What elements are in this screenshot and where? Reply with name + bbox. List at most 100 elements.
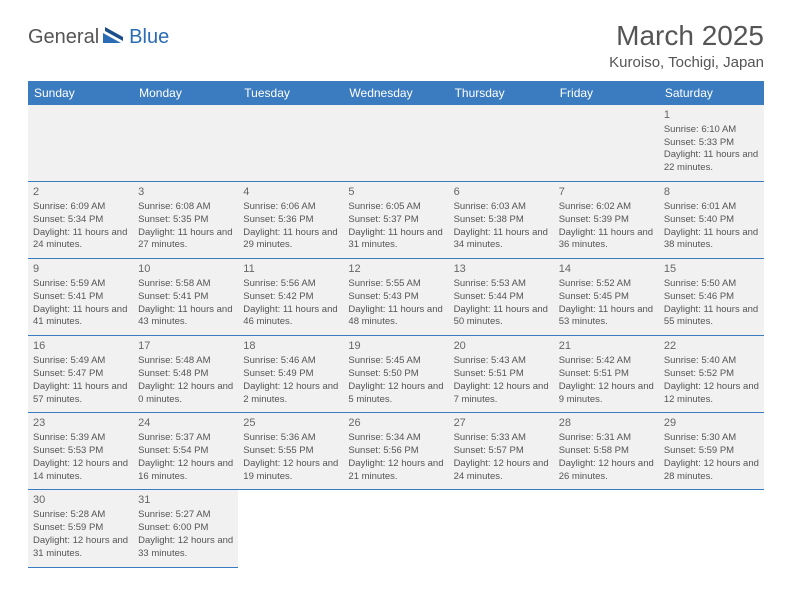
calendar-day-cell: 5Sunrise: 6:05 AMSunset: 5:37 PMDaylight… <box>343 182 448 259</box>
calendar-week-row: 23Sunrise: 5:39 AMSunset: 5:53 PMDayligh… <box>28 413 764 490</box>
sunrise-text: Sunrise: 6:02 AM <box>559 201 654 214</box>
weekday-header: Thursday <box>449 81 554 105</box>
logo-text-dark: General <box>28 26 99 49</box>
calendar-blank-cell <box>133 105 238 182</box>
daylight-text: Daylight: 11 hours and 43 minutes. <box>138 304 233 330</box>
day-number: 19 <box>348 339 443 354</box>
daylight-text: Daylight: 12 hours and 0 minutes. <box>138 381 233 407</box>
calendar-day-cell: 13Sunrise: 5:53 AMSunset: 5:44 PMDayligh… <box>449 259 554 336</box>
calendar-day-cell: 25Sunrise: 5:36 AMSunset: 5:55 PMDayligh… <box>238 413 343 490</box>
sunrise-text: Sunrise: 5:53 AM <box>454 278 549 291</box>
day-number: 28 <box>559 416 654 431</box>
calendar-day-cell: 11Sunrise: 5:56 AMSunset: 5:42 PMDayligh… <box>238 259 343 336</box>
calendar-day-cell: 12Sunrise: 5:55 AMSunset: 5:43 PMDayligh… <box>343 259 448 336</box>
day-number: 2 <box>33 185 128 200</box>
calendar-day-cell: 23Sunrise: 5:39 AMSunset: 5:53 PMDayligh… <box>28 413 133 490</box>
calendar-week-row: 30Sunrise: 5:28 AMSunset: 5:59 PMDayligh… <box>28 490 764 567</box>
day-number: 4 <box>243 185 338 200</box>
calendar-day-cell: 27Sunrise: 5:33 AMSunset: 5:57 PMDayligh… <box>449 413 554 490</box>
daylight-text: Daylight: 12 hours and 16 minutes. <box>138 458 233 484</box>
sunset-text: Sunset: 5:41 PM <box>138 291 233 304</box>
weekday-header: Sunday <box>28 81 133 105</box>
calendar-day-cell: 9Sunrise: 5:59 AMSunset: 5:41 PMDaylight… <box>28 259 133 336</box>
sunrise-text: Sunrise: 5:31 AM <box>559 432 654 445</box>
calendar-day-cell: 2Sunrise: 6:09 AMSunset: 5:34 PMDaylight… <box>28 182 133 259</box>
sunrise-text: Sunrise: 5:30 AM <box>664 432 759 445</box>
day-number: 18 <box>243 339 338 354</box>
daylight-text: Daylight: 12 hours and 31 minutes. <box>33 535 128 561</box>
daylight-text: Daylight: 11 hours and 57 minutes. <box>33 381 128 407</box>
daylight-text: Daylight: 12 hours and 33 minutes. <box>138 535 233 561</box>
logo-flag-icon <box>103 27 127 45</box>
day-number: 1 <box>664 108 759 123</box>
day-number: 16 <box>33 339 128 354</box>
calendar-blank-cell <box>238 105 343 182</box>
sunrise-text: Sunrise: 6:10 AM <box>664 124 759 137</box>
weekday-header-row: SundayMondayTuesdayWednesdayThursdayFrid… <box>28 81 764 105</box>
sunrise-text: Sunrise: 5:46 AM <box>243 355 338 368</box>
sunset-text: Sunset: 5:50 PM <box>348 368 443 381</box>
sunset-text: Sunset: 5:34 PM <box>33 214 128 227</box>
day-number: 14 <box>559 262 654 277</box>
day-number: 8 <box>664 185 759 200</box>
calendar-day-cell: 10Sunrise: 5:58 AMSunset: 5:41 PMDayligh… <box>133 259 238 336</box>
day-number: 23 <box>33 416 128 431</box>
daylight-text: Daylight: 11 hours and 50 minutes. <box>454 304 549 330</box>
sunset-text: Sunset: 5:58 PM <box>559 445 654 458</box>
calendar-blank-cell <box>343 490 448 567</box>
weekday-header: Friday <box>554 81 659 105</box>
daylight-text: Daylight: 11 hours and 46 minutes. <box>243 304 338 330</box>
day-number: 21 <box>559 339 654 354</box>
day-number: 29 <box>664 416 759 431</box>
sunrise-text: Sunrise: 5:58 AM <box>138 278 233 291</box>
calendar-day-cell: 4Sunrise: 6:06 AMSunset: 5:36 PMDaylight… <box>238 182 343 259</box>
daylight-text: Daylight: 11 hours and 41 minutes. <box>33 304 128 330</box>
daylight-text: Daylight: 11 hours and 53 minutes. <box>559 304 654 330</box>
logo: General Blue <box>28 26 169 49</box>
daylight-text: Daylight: 12 hours and 2 minutes. <box>243 381 338 407</box>
calendar-day-cell: 26Sunrise: 5:34 AMSunset: 5:56 PMDayligh… <box>343 413 448 490</box>
sunrise-text: Sunrise: 5:55 AM <box>348 278 443 291</box>
sunset-text: Sunset: 6:00 PM <box>138 522 233 535</box>
sunset-text: Sunset: 5:37 PM <box>348 214 443 227</box>
calendar-day-cell: 3Sunrise: 6:08 AMSunset: 5:35 PMDaylight… <box>133 182 238 259</box>
calendar-week-row: 16Sunrise: 5:49 AMSunset: 5:47 PMDayligh… <box>28 336 764 413</box>
calendar-day-cell: 14Sunrise: 5:52 AMSunset: 5:45 PMDayligh… <box>554 259 659 336</box>
day-number: 9 <box>33 262 128 277</box>
sunrise-text: Sunrise: 5:52 AM <box>559 278 654 291</box>
location-text: Kuroiso, Tochigi, Japan <box>609 54 764 71</box>
sunrise-text: Sunrise: 5:27 AM <box>138 509 233 522</box>
calendar-day-cell: 31Sunrise: 5:27 AMSunset: 6:00 PMDayligh… <box>133 490 238 567</box>
daylight-text: Daylight: 12 hours and 28 minutes. <box>664 458 759 484</box>
daylight-text: Daylight: 11 hours and 36 minutes. <box>559 227 654 253</box>
day-number: 20 <box>454 339 549 354</box>
daylight-text: Daylight: 12 hours and 21 minutes. <box>348 458 443 484</box>
sunset-text: Sunset: 5:47 PM <box>33 368 128 381</box>
sunrise-text: Sunrise: 5:42 AM <box>559 355 654 368</box>
sunset-text: Sunset: 5:35 PM <box>138 214 233 227</box>
daylight-text: Daylight: 12 hours and 9 minutes. <box>559 381 654 407</box>
calendar-blank-cell <box>554 490 659 567</box>
day-number: 7 <box>559 185 654 200</box>
sunset-text: Sunset: 5:42 PM <box>243 291 338 304</box>
weekday-header: Saturday <box>659 81 764 105</box>
calendar-day-cell: 22Sunrise: 5:40 AMSunset: 5:52 PMDayligh… <box>659 336 764 413</box>
sunset-text: Sunset: 5:36 PM <box>243 214 338 227</box>
calendar-day-cell: 8Sunrise: 6:01 AMSunset: 5:40 PMDaylight… <box>659 182 764 259</box>
logo-text-blue: Blue <box>129 26 169 49</box>
daylight-text: Daylight: 11 hours and 38 minutes. <box>664 227 759 253</box>
day-number: 5 <box>348 185 443 200</box>
day-number: 26 <box>348 416 443 431</box>
calendar-blank-cell <box>28 105 133 182</box>
daylight-text: Daylight: 11 hours and 34 minutes. <box>454 227 549 253</box>
daylight-text: Daylight: 12 hours and 19 minutes. <box>243 458 338 484</box>
daylight-text: Daylight: 11 hours and 24 minutes. <box>33 227 128 253</box>
sunrise-text: Sunrise: 6:08 AM <box>138 201 233 214</box>
sunrise-text: Sunrise: 6:01 AM <box>664 201 759 214</box>
daylight-text: Daylight: 12 hours and 24 minutes. <box>454 458 549 484</box>
sunrise-text: Sunrise: 5:33 AM <box>454 432 549 445</box>
sunset-text: Sunset: 5:59 PM <box>33 522 128 535</box>
calendar-day-cell: 7Sunrise: 6:02 AMSunset: 5:39 PMDaylight… <box>554 182 659 259</box>
calendar-day-cell: 1Sunrise: 6:10 AMSunset: 5:33 PMDaylight… <box>659 105 764 182</box>
daylight-text: Daylight: 11 hours and 48 minutes. <box>348 304 443 330</box>
